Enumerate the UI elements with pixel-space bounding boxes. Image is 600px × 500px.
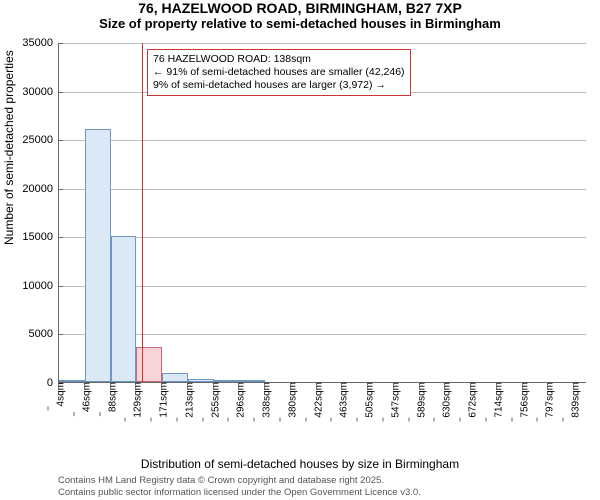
y-tick-label: 30000 <box>22 86 59 98</box>
x-tick-label: 255sqm <box>206 382 221 418</box>
x-tick-label: 463sqm <box>335 382 350 418</box>
y-axis-label: Number of semi-detached properties <box>2 50 16 245</box>
footer-line-1: Contains HM Land Registry data © Crown c… <box>58 475 421 486</box>
x-tick-label: 714sqm <box>489 382 504 418</box>
histogram-bar <box>162 373 188 382</box>
histogram-bar <box>136 347 162 382</box>
x-tick-label: 839sqm <box>567 382 582 418</box>
annotation-line: 76 HAZELWOOD ROAD: 138sqm <box>153 53 405 66</box>
x-tick-label: 380sqm <box>283 382 298 418</box>
histogram-bar <box>85 129 111 382</box>
annotation-box: 76 HAZELWOOD ROAD: 138sqm← 91% of semi-d… <box>147 49 411 96</box>
x-tick-label: 4sqm <box>52 382 67 406</box>
annotation-line: 9% of semi-detached houses are larger (3… <box>153 79 405 92</box>
plot-region: 050001000015000200002500030000350004sqm4… <box>58 43 586 383</box>
x-tick-label: 46sqm <box>77 382 92 412</box>
footer-line-2: Contains public sector information licen… <box>58 487 421 498</box>
gridline <box>59 237 586 238</box>
page-subtitle: Size of property relative to semi-detach… <box>0 16 600 31</box>
y-tick-label: 20000 <box>22 183 59 195</box>
x-tick-label: 589sqm <box>412 382 427 418</box>
x-tick-label: 213sqm <box>180 382 195 418</box>
y-tick-label: 15000 <box>22 231 59 243</box>
attribution-footer: Contains HM Land Registry data © Crown c… <box>58 475 421 498</box>
histogram-bar <box>111 236 136 382</box>
x-tick-label: 129sqm <box>129 382 144 418</box>
gridline <box>59 43 586 44</box>
gridline <box>59 189 586 190</box>
x-tick-label: 296sqm <box>232 382 247 418</box>
chart-area: Number of semi-detached properties 05000… <box>0 35 600 455</box>
y-tick-label: 35000 <box>22 37 59 49</box>
x-tick-label: 505sqm <box>361 382 376 418</box>
annotation-line: ← 91% of semi-detached houses are smalle… <box>153 66 405 79</box>
x-tick-label: 630sqm <box>438 382 453 418</box>
x-tick-label: 756sqm <box>515 382 530 418</box>
x-tick-label: 338sqm <box>258 382 273 418</box>
x-tick-label: 797sqm <box>541 382 556 418</box>
gridline <box>59 140 586 141</box>
y-tick-label: 5000 <box>29 328 59 340</box>
gridline <box>59 334 586 335</box>
y-tick-label: 25000 <box>22 134 59 146</box>
x-tick-label: 422sqm <box>309 382 324 418</box>
page-title: 76, HAZELWOOD ROAD, BIRMINGHAM, B27 7XP <box>0 0 600 16</box>
x-tick-label: 88sqm <box>103 382 118 412</box>
x-tick-label: 672sqm <box>464 382 479 418</box>
x-tick-label: 171sqm <box>155 382 170 418</box>
y-tick-label: 10000 <box>22 280 59 292</box>
x-axis-label: Distribution of semi-detached houses by … <box>0 457 600 471</box>
subject-marker-line <box>142 43 143 382</box>
gridline <box>59 286 586 287</box>
x-tick-label: 547sqm <box>386 382 401 418</box>
